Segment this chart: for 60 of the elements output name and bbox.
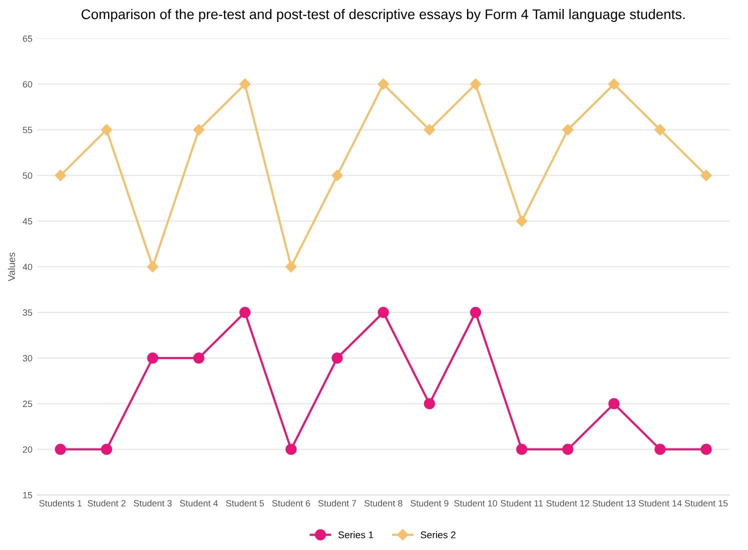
y-tick-label: 50 xyxy=(22,172,32,179)
point xyxy=(654,124,666,136)
y-axis-title: Values xyxy=(8,252,16,282)
point xyxy=(470,78,482,90)
x-tick-label: Student 7 xyxy=(318,500,356,506)
point xyxy=(424,124,436,136)
y-tick-label: 60 xyxy=(22,81,32,88)
x-tick-label: Students 1 xyxy=(39,500,82,506)
point xyxy=(700,444,712,455)
point xyxy=(424,398,436,410)
x-tick-label: Student 6 xyxy=(272,500,310,506)
point xyxy=(516,444,528,455)
point xyxy=(147,261,158,272)
chart-title: Comparison of the pre-test and post-test of descriptive essays by Form 4 Tamil language students. xyxy=(82,8,685,22)
x-tick-label: Student 3 xyxy=(134,500,172,506)
point xyxy=(562,124,574,136)
legend-label: Series 1 xyxy=(338,531,374,538)
point xyxy=(100,124,112,136)
point xyxy=(147,352,158,364)
point xyxy=(101,444,112,455)
x-tick-label: Student 12 xyxy=(546,500,590,506)
point xyxy=(608,78,620,90)
point xyxy=(470,306,482,318)
x-tick-label: Student 8 xyxy=(364,500,402,506)
x-tick-label: Student 11 xyxy=(500,500,543,506)
point xyxy=(285,261,297,272)
point xyxy=(700,170,712,182)
y-tick-label: 35 xyxy=(22,309,32,316)
point xyxy=(286,444,297,455)
y-tick-label: 20 xyxy=(22,446,32,453)
x-tick-label: Student 9 xyxy=(410,500,448,506)
y-tick-label: 55 xyxy=(22,126,32,134)
point xyxy=(54,170,66,182)
point xyxy=(378,78,389,90)
y-tick-label: 15 xyxy=(23,492,32,498)
x-tick-label: Student 5 xyxy=(226,500,264,506)
point xyxy=(516,215,528,227)
y-tick-label: 65 xyxy=(22,35,32,42)
y-tick-label: 45 xyxy=(22,218,32,224)
point xyxy=(239,306,251,318)
x-tick-label: Student 15 xyxy=(684,500,728,506)
y-tick-label: 30 xyxy=(22,355,32,362)
x-tick-label: Student 2 xyxy=(88,500,126,506)
y-tick-label: 40 xyxy=(22,264,32,270)
point xyxy=(193,352,204,364)
legend-label: Series 2 xyxy=(420,531,456,538)
x-tick-label: Student 10 xyxy=(454,500,498,506)
point xyxy=(608,398,620,410)
point xyxy=(562,444,574,455)
point xyxy=(654,444,666,455)
x-tick-label: Student 4 xyxy=(180,500,218,506)
point xyxy=(378,306,389,318)
point xyxy=(239,78,251,90)
point xyxy=(54,444,66,455)
x-tick-label: Student 14 xyxy=(638,500,682,506)
point xyxy=(332,170,343,182)
point xyxy=(193,124,204,136)
y-tick-label: 25 xyxy=(22,400,32,408)
point xyxy=(332,352,343,364)
x-tick-label: Student 13 xyxy=(592,500,636,506)
